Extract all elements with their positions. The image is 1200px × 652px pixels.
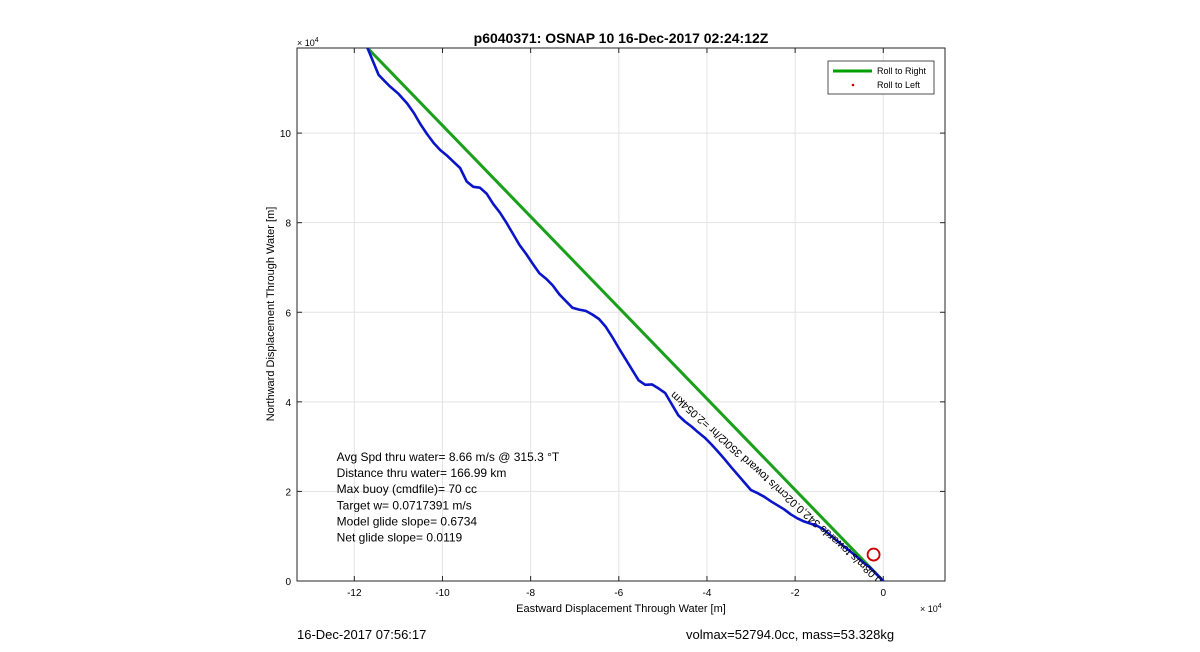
x-tick-label: -8: [526, 588, 535, 599]
stats-annotation: Target w= 0.0717391 m/s: [337, 498, 472, 512]
x-tick-label: -12: [347, 588, 362, 599]
stats-annotation: Net glide slope= 0.0119: [337, 531, 463, 545]
series-roll-right-line: [366, 48, 885, 581]
footer-date: 16-Dec-2017 07:56:17: [297, 627, 427, 642]
x-tick-label: -10: [435, 588, 450, 599]
x-tick-label: 0: [881, 588, 887, 599]
x-tick-label: -6: [614, 588, 623, 599]
legend-label-roll-right: Roll to Right: [877, 66, 927, 76]
legend-box: [827, 60, 935, 95]
y-tick-label: 4: [285, 398, 291, 409]
plot-axes-box: [296, 47, 946, 582]
stats-annotation: Distance thru water= 166.99 km: [337, 466, 507, 480]
x-tick-label: -4: [703, 588, 712, 599]
x-axis-label: Eastward Displacement Through Water [m]: [516, 603, 726, 615]
grid-lines: [297, 48, 945, 582]
stats-annotation: Model glide slope= 0.6734: [337, 514, 478, 528]
y-tick-label: 6: [285, 308, 291, 319]
chart-title: p6040371: OSNAP 10 16-Dec-2017 02:24:12Z: [474, 30, 769, 46]
stats-annotation: Avg Spd thru water= 8.66 m/s @ 315.3 °T: [337, 450, 560, 464]
y-tick-label: 10: [280, 129, 292, 140]
y-exponent-label: × 104: [297, 37, 319, 48]
series-track-line: [366, 48, 885, 581]
stats-annotation: Max buoy (cmdfile)= 70 cc: [337, 482, 477, 496]
roll-left-marker: [866, 547, 881, 562]
axis-ticks: -12 -10 -8 -6 -4 -2 0 0 2 4 6 8 10: [280, 48, 945, 599]
legend-label-roll-left: Roll to Left: [877, 80, 921, 90]
legend-dot-roll-left: [851, 83, 855, 87]
footer-vol-mass: volmax=52794.0cc, mass=53.328kg: [686, 627, 895, 642]
x-exponent-label: × 104: [920, 603, 942, 614]
y-tick-label: 0: [285, 577, 291, 588]
y-axis-label: Northward Displacement Through Water [m]: [265, 207, 277, 422]
annotation-layer: Avg Spd thru water= 8.66 m/s @ 315.3 °T D…: [337, 450, 560, 545]
y-tick-label: 8: [285, 219, 291, 230]
x-tick-label: -2: [791, 588, 800, 599]
legend: Roll to Right Roll to Left: [827, 60, 935, 95]
y-tick-label: 2: [285, 487, 291, 498]
